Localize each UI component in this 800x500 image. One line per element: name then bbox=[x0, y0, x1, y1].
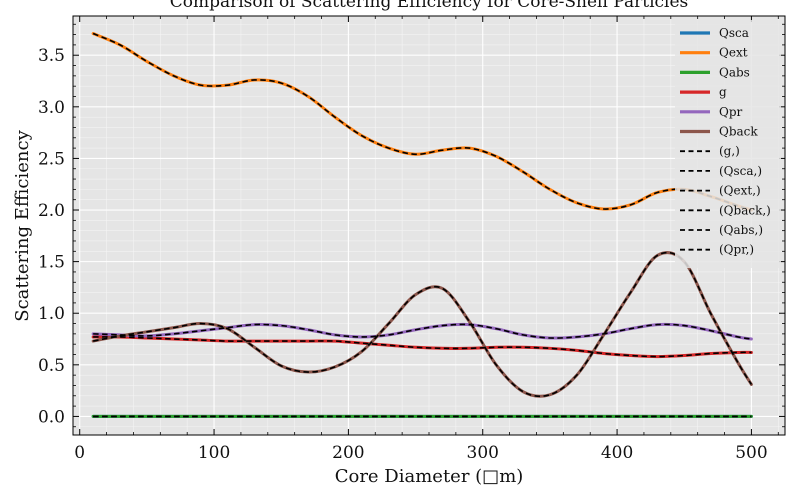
x-tick-label: 300 bbox=[467, 443, 499, 463]
series-line-6 bbox=[93, 336, 752, 358]
legend-label: (g,) bbox=[719, 144, 740, 158]
x-tick-label: 100 bbox=[198, 443, 230, 463]
y-tick-label: 0.5 bbox=[38, 356, 65, 376]
legend: Qsca Qext Qabs g Qpr Qback (g,) (Qsca,) (Qext,) (… bbox=[675, 20, 781, 268]
y-tick-label: 3.5 bbox=[38, 46, 65, 66]
legend-label: g bbox=[719, 85, 727, 99]
y-tick-label: 2.5 bbox=[38, 149, 65, 169]
legend-label: Qback bbox=[719, 125, 758, 139]
legend-label: (Qsca,) bbox=[719, 164, 762, 178]
series-line-8 bbox=[92, 32, 752, 211]
y-tick-label: 0.0 bbox=[38, 407, 65, 427]
series-layer bbox=[91, 32, 753, 418]
y-axis-label: Scattering Efficiency bbox=[12, 129, 33, 321]
legend-label: (Qabs,) bbox=[719, 223, 763, 237]
legend-label: Qsca bbox=[719, 26, 749, 40]
axis-ticks: 0 100 200 300 400 500 0.0 0.5 1.0 1.5 2.0 2.5 3.0 3.5 bbox=[38, 16, 785, 463]
chart-title: Comparison of Scattering Efficiency for … bbox=[170, 0, 689, 12]
x-tick-label: 400 bbox=[601, 443, 633, 463]
legend-label: Qabs bbox=[719, 65, 750, 79]
x-tick-label: 0 bbox=[74, 443, 85, 463]
y-tick-label: 3.0 bbox=[38, 98, 65, 118]
y-tick-label: 1.0 bbox=[38, 304, 65, 324]
y-tick-label: 1.5 bbox=[38, 253, 65, 273]
legend-label: Qpr bbox=[719, 105, 743, 119]
y-tick-label: 2.0 bbox=[38, 201, 65, 221]
series-line-11 bbox=[93, 323, 752, 340]
legend-label: (Qpr,) bbox=[719, 243, 754, 257]
x-tick-label: 500 bbox=[735, 443, 767, 463]
x-tick-label: 200 bbox=[332, 443, 364, 463]
legend-label: Qext bbox=[719, 46, 748, 60]
legend-box bbox=[675, 20, 781, 268]
legend-label: (Qext,) bbox=[719, 184, 761, 198]
x-axis-label: Core Diameter (□m) bbox=[335, 466, 524, 487]
series-line-9 bbox=[92, 251, 753, 398]
legend-label: (Qback,) bbox=[719, 203, 771, 217]
